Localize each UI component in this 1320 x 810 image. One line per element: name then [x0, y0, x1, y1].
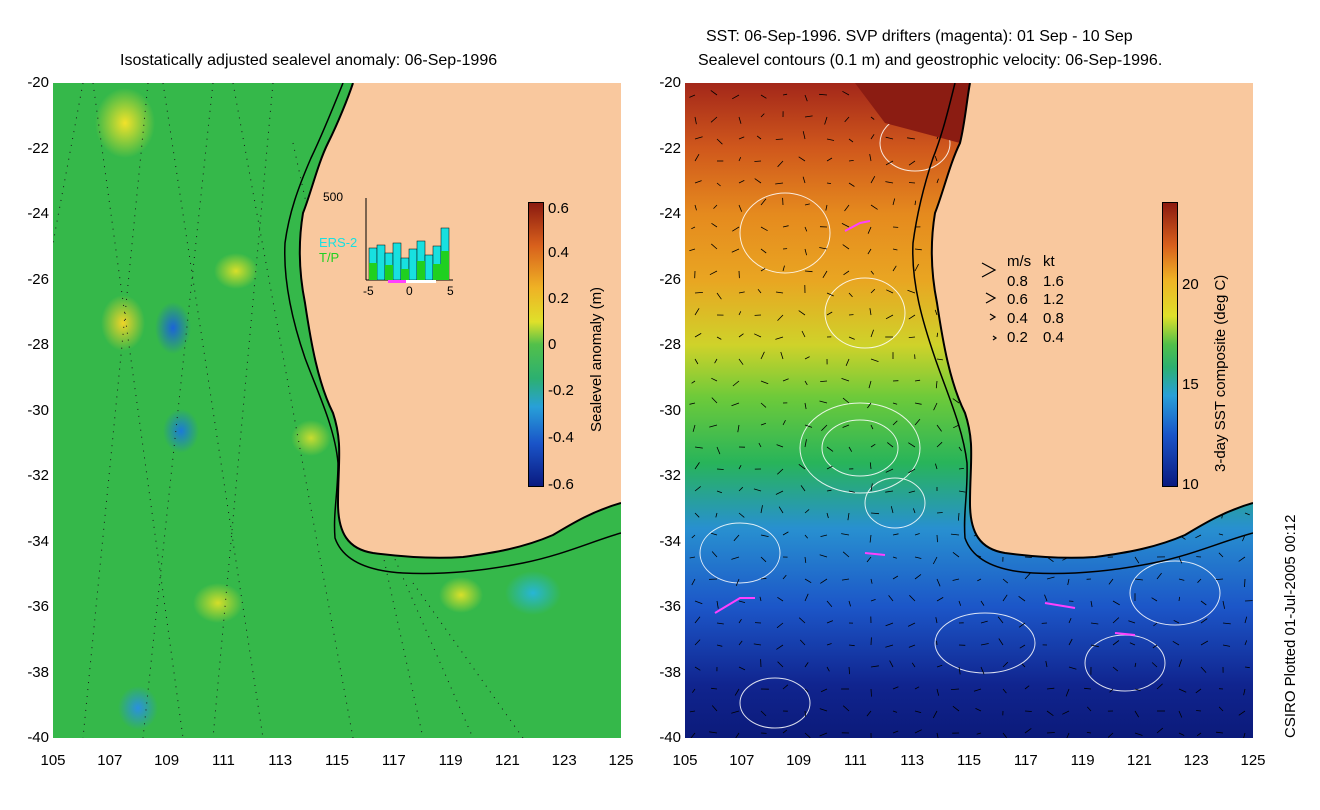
left-colorbar-tick: 0 — [548, 336, 557, 353]
right-panel-title-line2: Sealevel contours (0.1 m) and geostrophi… — [698, 52, 1163, 69]
velocity-legend-arrows — [981, 262, 998, 341]
x-tick-label: 111 — [211, 752, 235, 769]
y-tick-label: -36 — [27, 598, 49, 615]
y-tick-label: -24 — [27, 205, 49, 222]
y-tick-label: -20 — [27, 74, 49, 91]
velocity-legend-header-ms: m/s — [1007, 253, 1032, 270]
left-sealevel-map: 500 ERS-2 T/P -5 0 5 — [53, 83, 621, 738]
x-tick-label: 115 — [957, 752, 981, 769]
satellite-tracks — [53, 83, 524, 738]
x-tick-label: 117 — [1013, 752, 1038, 769]
right-colorbar-label: 3-day SST composite (deg C) — [1212, 274, 1229, 472]
left-colorbar-tick: 0.2 — [548, 290, 569, 307]
x-tick-label: 121 — [494, 752, 520, 769]
velocity-legend-ms: 0.8 — [1007, 273, 1028, 290]
left-colorbar-tick: 0.6 — [548, 200, 569, 217]
velocity-legend-ms: 0.2 — [1007, 329, 1028, 346]
x-tick-label: 109 — [786, 752, 812, 769]
x-tick-label: 123 — [551, 752, 577, 769]
velocity-legend-header-kt: kt — [1043, 253, 1055, 270]
y-tick-label: -40 — [27, 729, 49, 746]
x-tick-label: 105 — [40, 752, 66, 769]
inset-ymax-label: 500 — [323, 190, 344, 204]
y-tick-label: -22 — [27, 139, 49, 157]
y-tick-label: -34 — [659, 532, 681, 550]
x-tick-label: 113 — [268, 752, 293, 769]
sealevel-contours — [699, 114, 1221, 729]
x-tick-label: 125 — [608, 752, 634, 769]
y-tick-label: -36 — [659, 598, 681, 615]
australia-land — [931, 83, 1253, 558]
coastline — [930, 83, 1253, 559]
y-tick-label: -20 — [659, 74, 681, 91]
inset-series-ers2: ERS-2 — [319, 235, 358, 250]
velocity-legend-kt: 1.2 — [1043, 291, 1064, 308]
y-tick-label: -24 — [659, 205, 681, 222]
x-tick-label: 107 — [729, 752, 755, 769]
right-colorbar — [1162, 202, 1178, 487]
velocity-legend-kt: 0.4 — [1043, 329, 1064, 346]
x-tick-label: 119 — [438, 752, 463, 769]
x-tick-label: 107 — [97, 752, 123, 769]
inset-histogram — [365, 198, 453, 283]
y-tick-label: -26 — [659, 270, 681, 288]
left-colorbar — [528, 202, 544, 487]
x-tick-label: 119 — [1070, 752, 1095, 769]
left-colorbar-tick: 0.4 — [548, 244, 569, 261]
x-tick-label: 117 — [381, 752, 406, 769]
right-colorbar-tick: 20 — [1182, 276, 1199, 293]
y-tick-label: -32 — [27, 467, 49, 484]
y-tick-label: -38 — [659, 663, 681, 681]
inset-xtick: -5 — [363, 284, 374, 298]
y-tick-label: -22 — [659, 139, 681, 157]
inset-series-tp: T/P — [319, 250, 340, 265]
x-tick-label: 105 — [672, 752, 698, 769]
coastline — [298, 83, 621, 559]
y-tick-label: -30 — [27, 401, 49, 419]
svp-drifters — [714, 220, 1136, 636]
shelf-contour — [912, 83, 1253, 575]
left-panel-title: Isostatically adjusted sealevel anomaly:… — [120, 52, 498, 69]
left-colorbar-tick: -0.6 — [548, 476, 574, 493]
inset-xtick: 0 — [406, 284, 413, 298]
y-tick-label: -32 — [659, 467, 681, 484]
right-panel-title-line1: SST: 06-Sep-1996. SVP drifters (magenta)… — [706, 28, 1133, 45]
inset-xtick: 5 — [447, 284, 454, 298]
y-tick-label: -34 — [27, 532, 49, 550]
shelf-contour — [283, 83, 621, 575]
credit-text: CSIRO Plotted 01-Jul-2005 00:12 — [1282, 514, 1299, 738]
y-tick-label: -26 — [27, 270, 49, 288]
left-colorbar-tick: -0.4 — [548, 429, 574, 446]
y-tick-label: -38 — [27, 663, 49, 681]
x-tick-label: 123 — [1183, 752, 1209, 769]
velocity-legend-ms: 0.6 — [1007, 291, 1028, 308]
x-tick-label: 125 — [1240, 752, 1266, 769]
x-tick-label: 109 — [154, 752, 180, 769]
right-colorbar-tick: 10 — [1182, 476, 1199, 493]
y-tick-label: -40 — [659, 729, 681, 746]
x-tick-label: 111 — [843, 752, 867, 769]
left-colorbar-label: Sealevel anomaly (m) — [588, 286, 605, 432]
velocity-legend-kt: 0.8 — [1043, 310, 1064, 327]
x-tick-label: 115 — [325, 752, 349, 769]
y-tick-label: -28 — [659, 336, 681, 353]
velocity-legend-kt: 1.6 — [1043, 273, 1064, 290]
x-tick-label: 113 — [900, 752, 925, 769]
y-tick-label: -28 — [27, 336, 49, 353]
right-colorbar-tick: 15 — [1182, 376, 1199, 393]
x-tick-label: 121 — [1126, 752, 1152, 769]
left-colorbar-tick: -0.2 — [548, 382, 574, 399]
velocity-legend-ms: 0.4 — [1007, 310, 1028, 327]
y-tick-label: -30 — [659, 401, 681, 419]
